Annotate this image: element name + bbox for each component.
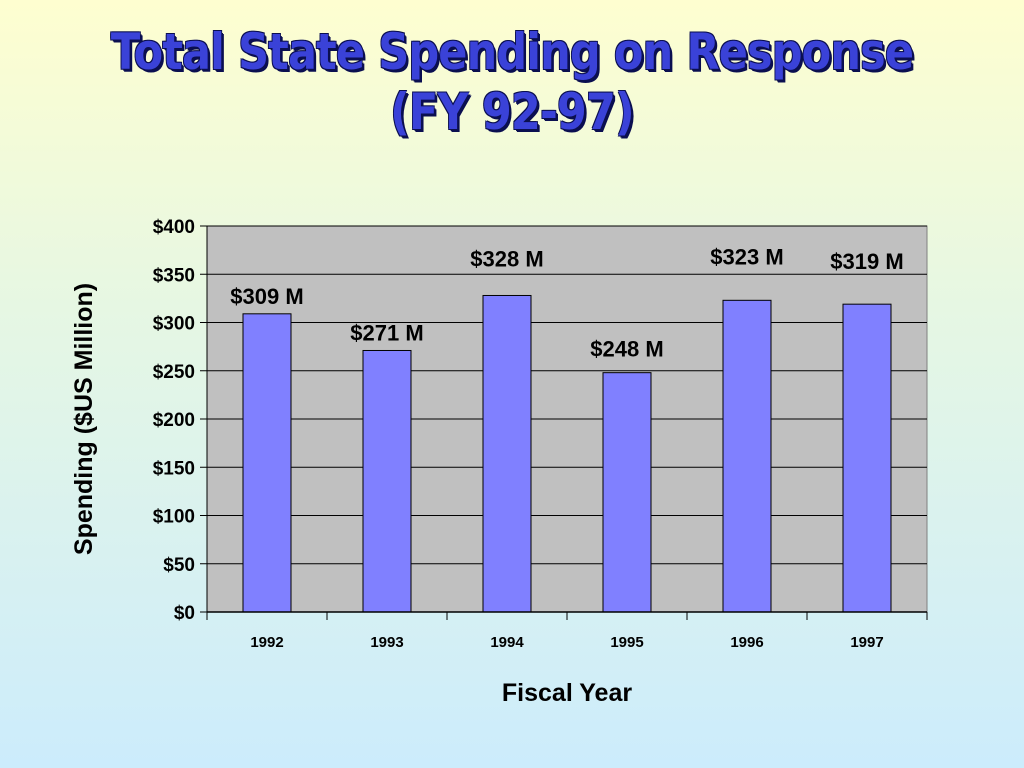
y-tick-label: $100 — [153, 507, 195, 528]
y-axis: $0 $50 $100 $150 $200 $250 $300 $350 $400 — [153, 217, 208, 624]
bar — [482, 294, 532, 613]
x-tick-label: 1997 — [850, 634, 883, 651]
chart-title: Total State Spending on Response (FY 92-… — [72, 22, 953, 142]
x-tick-label: 1995 — [610, 634, 643, 651]
x-axis: 1992 1993 1994 1995 1996 1997 — [206, 611, 928, 651]
y-tick-label: $200 — [153, 410, 195, 431]
data-label: $271 M — [350, 320, 423, 345]
y-tick-label: $50 — [163, 555, 195, 576]
data-label: $328 M — [470, 246, 543, 271]
y-axis-label: Spending ($US Million) — [70, 283, 98, 555]
data-label: $248 M — [590, 337, 663, 362]
x-axis-label: Fiscal Year — [502, 679, 632, 707]
bar — [362, 349, 412, 613]
y-tick-label: $350 — [153, 265, 195, 286]
bar — [722, 299, 772, 613]
data-label: $319 M — [830, 249, 903, 274]
y-tick-label: $150 — [153, 458, 195, 479]
x-tick-label: 1993 — [370, 634, 403, 651]
data-labels: $309 M $271 M $328 M $248 M $323 M $319 M — [230, 244, 903, 361]
bar — [842, 303, 892, 613]
bar — [242, 313, 292, 613]
x-tick-label: 1996 — [730, 634, 763, 651]
data-label: $309 M — [230, 284, 303, 309]
y-tick-label: $400 — [153, 217, 195, 238]
chart-title-line-2: (FY 92-97) — [390, 83, 635, 141]
y-tick-label: $300 — [153, 314, 195, 335]
bar — [602, 372, 652, 613]
x-tick-label: 1992 — [250, 634, 283, 651]
x-tick-label: 1994 — [490, 634, 524, 651]
chart-title-line-1: Total State Spending on Response — [110, 23, 914, 81]
y-tick-label: $0 — [174, 603, 195, 624]
data-label: $323 M — [710, 244, 783, 269]
y-tick-label: $250 — [153, 362, 195, 383]
bars — [242, 294, 892, 613]
